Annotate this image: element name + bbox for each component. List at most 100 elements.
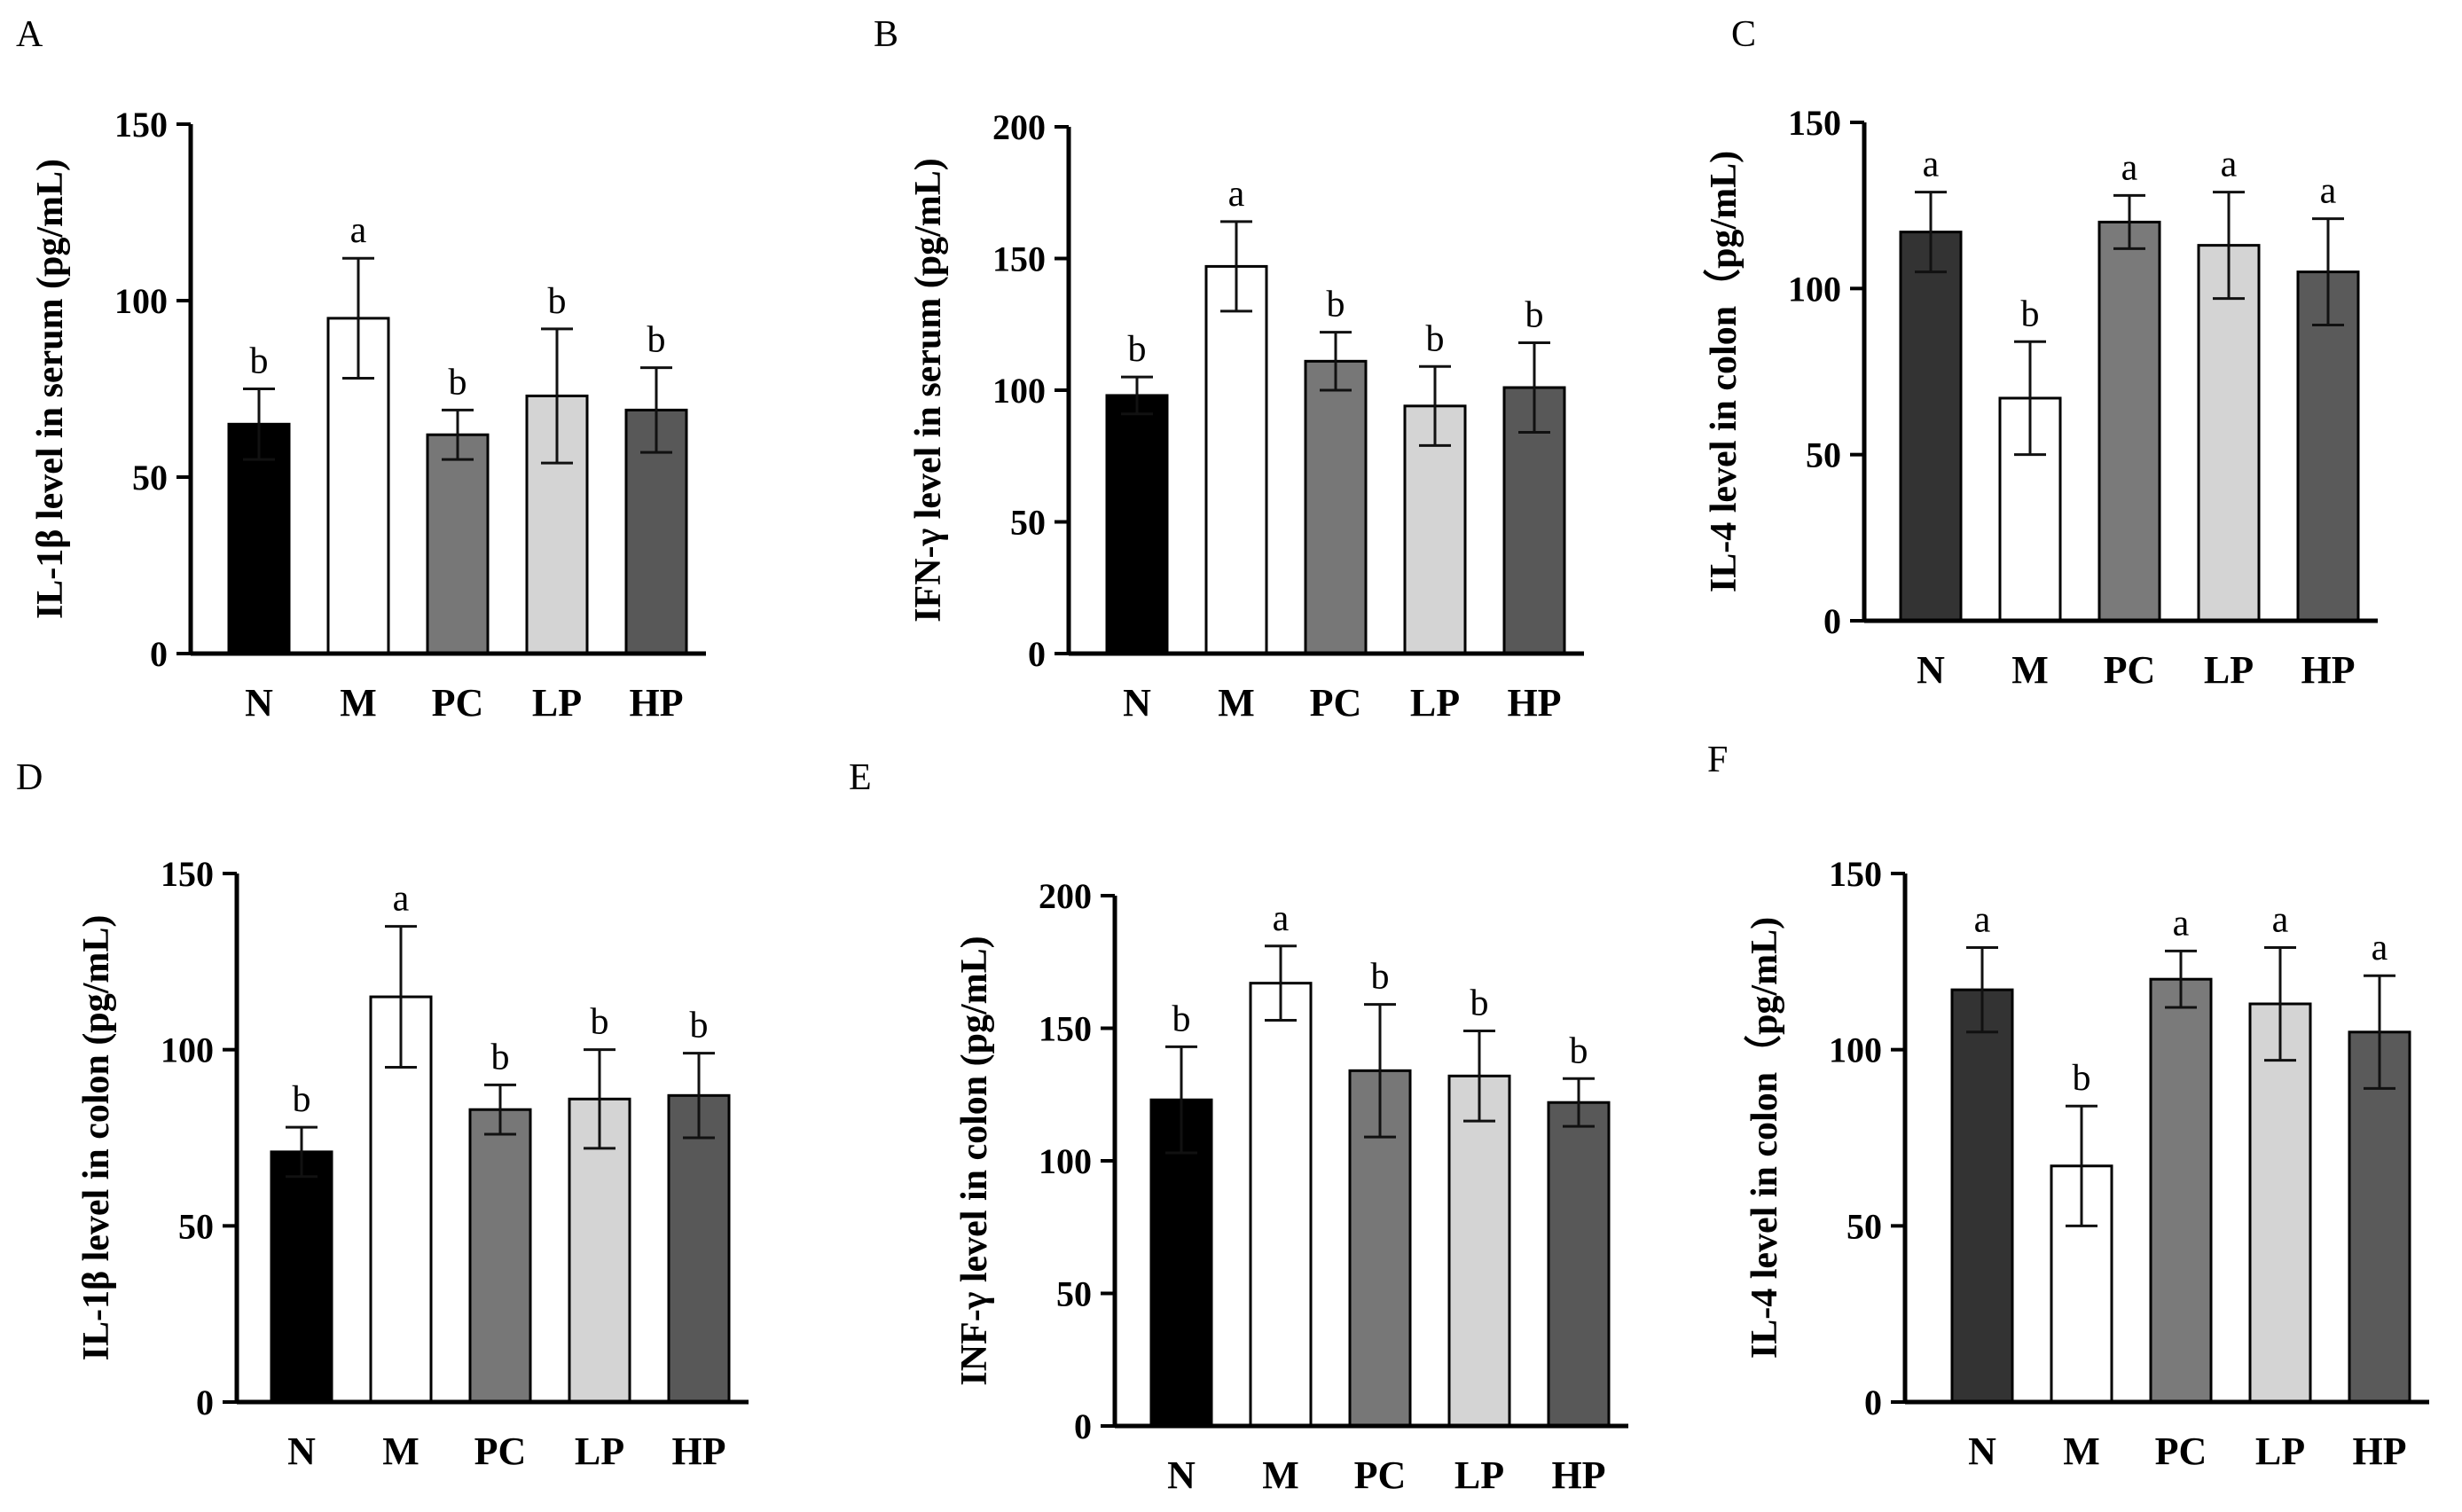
x-tick-label-f-lp: LP [2255,1430,2305,1473]
error-bar-d-n [286,1125,318,1179]
x-tick-label-e-pc: PC [1354,1453,1407,1497]
panel-letter-c: C [1731,14,1756,55]
y-tick-label-f-0: 0 [1864,1383,1882,1422]
y-tick-label-e-200: 200 [1039,876,1092,916]
x-tick-label-f-hp: HP [2352,1430,2406,1473]
significance-label-f-pc: a [2173,903,2190,944]
y-axis-title-d: IL-1β level in colon (pg/mL) [76,915,117,1361]
significance-label-e-m: a [1273,898,1290,939]
error-bar-b-n [1121,375,1153,416]
error-bar-a-lp [541,327,573,465]
x-tick-label-a-pc: PC [432,681,484,725]
significance-label-c-n: a [1923,145,1940,185]
significance-label-b-lp: b [1426,318,1445,359]
error-bar-c-lp [2213,191,2245,301]
y-axis-title-f: IL-4 level in colon（pg/mL) [1744,917,1785,1359]
error-bar-c-n [1915,191,1947,274]
error-bar-b-pc [1320,331,1352,392]
error-bar-b-lp [1419,364,1451,447]
error-bar-a-pc [442,408,474,461]
bar-d-pc [468,1108,532,1404]
error-bar-a-m [342,256,374,380]
y-tick-label-d-150: 150 [161,854,214,894]
x-tick-label-d-lp: LP [575,1430,624,1473]
error-bar-e-n [1165,1045,1197,1155]
significance-label-e-hp: b [1570,1030,1588,1071]
error-bar-e-m [1265,944,1297,1022]
y-tick-label-e-0: 0 [1074,1406,1092,1446]
x-tick-label-b-m: M [1218,681,1255,725]
significance-label-b-n: b [1128,329,1147,370]
significance-label-a-pc: b [449,362,467,403]
significance-label-a-hp: b [647,320,666,361]
y-tick-label-c-50: 50 [1806,435,1841,475]
y-tick-label-e-50: 50 [1056,1274,1092,1314]
x-tick-label-d-n: N [287,1430,316,1473]
bar-c-pc [2097,220,2161,623]
significance-label-c-lp: a [2221,145,2238,185]
significance-label-a-m: a [350,210,367,251]
error-bar-d-lp [584,1048,616,1150]
bar-f-lp [2248,1002,2312,1404]
x-tick-label-e-hp: HP [1551,1453,1605,1497]
error-bar-f-pc [2165,949,2197,1009]
x-tick-label-d-pc: PC [474,1430,527,1473]
error-bar-e-pc [1364,1003,1396,1139]
error-bar-c-hp [2312,217,2344,327]
significance-label-a-lp: b [548,281,567,322]
bar-f-hp [2348,1030,2411,1404]
x-tick-label-c-hp: HP [2301,648,2355,692]
y-tick-label-e-100: 100 [1039,1141,1092,1181]
significance-label-d-m: a [393,879,410,920]
y-tick-label-b-100: 100 [992,371,1046,411]
bar-d-hp [667,1093,731,1404]
error-bar-a-n [243,388,275,461]
y-tick-label-c-150: 150 [1788,103,1841,143]
significance-label-f-m: b [2073,1058,2091,1099]
y-tick-label-c-0: 0 [1823,601,1841,641]
error-bar-b-hp [1518,341,1550,435]
x-tick-label-c-n: N [1917,648,1945,692]
x-tick-label-b-pc: PC [1310,681,1362,725]
significance-label-f-lp: a [2272,899,2289,940]
bar-e-hp [1547,1101,1611,1428]
bar-b-lp [1403,404,1467,655]
error-bar-f-n [1966,945,1998,1034]
y-tick-label-f-100: 100 [1829,1030,1882,1070]
panel-letter-e: E [849,757,872,798]
y-axis-title-b: IFN-γ level in serum (pg/mL) [908,158,949,623]
y-tick-label-a-150: 150 [114,105,168,145]
error-bar-e-hp [1563,1077,1595,1128]
y-tick-label-d-100: 100 [161,1030,214,1070]
significance-label-e-n: b [1172,999,1191,1039]
significance-label-b-hp: b [1525,295,1544,336]
significance-label-d-n: b [293,1079,311,1120]
significance-label-a-n: b [250,341,269,382]
x-tick-label-d-m: M [382,1430,419,1473]
bar-c-n [1899,231,1963,623]
y-tick-label-e-150: 150 [1039,1009,1092,1049]
bar-a-pc [426,433,490,655]
bar-f-pc [2149,977,2213,1404]
y-tick-label-c-100: 100 [1788,269,1841,309]
significance-label-d-lp: b [591,1002,609,1043]
y-tick-label-b-0: 0 [1028,634,1046,674]
y-tick-label-b-50: 50 [1010,503,1046,543]
error-bar-c-pc [2113,193,2145,250]
y-tick-label-b-150: 150 [992,239,1046,279]
bar-c-lp [2197,244,2261,623]
panel-letter-b: B [874,14,898,55]
error-bar-d-m [385,925,417,1069]
bar-d-n [270,1150,333,1404]
significance-label-f-hp: a [2372,928,2388,968]
error-bar-f-hp [2364,974,2395,1090]
y-axis-title-e: INF-γ level in colon (pg/mL) [954,936,995,1385]
panel-letter-d: D [16,757,43,798]
x-tick-label-f-n: N [1968,1430,1996,1473]
bar-e-lp [1447,1074,1511,1428]
bar-e-m [1249,982,1313,1428]
significance-label-c-hp: a [2320,171,2337,212]
error-bar-c-m [2014,340,2046,457]
y-tick-label-a-50: 50 [132,458,168,497]
